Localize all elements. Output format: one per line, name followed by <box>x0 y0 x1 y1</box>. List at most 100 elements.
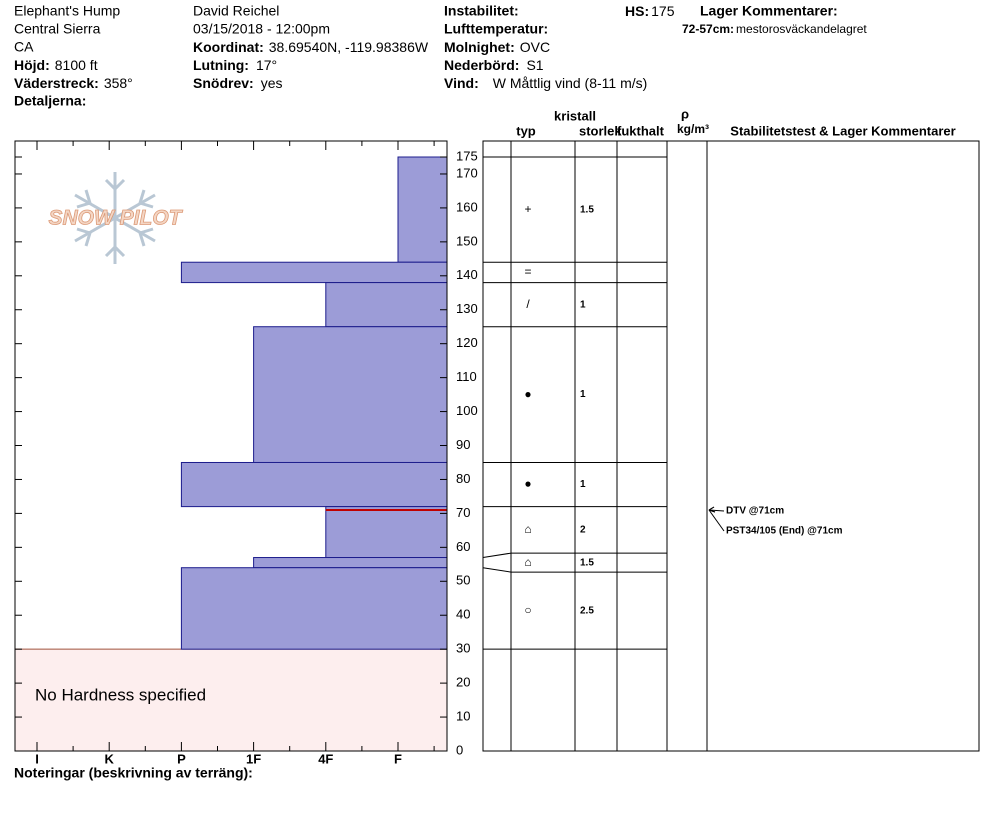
value: 175 <box>651 3 675 19</box>
sky: Molnighet: OVC <box>444 39 550 55</box>
grain-size: 1 <box>580 389 586 400</box>
size-header: storlek <box>579 123 622 138</box>
grain-type: ● <box>524 477 531 491</box>
hardness-bar <box>325 506 448 559</box>
coordinates: Koordinat: 38.69540N, -119.98386W <box>193 39 429 55</box>
value: yes <box>261 75 283 91</box>
wind: Vind: W Måttlig vind (8-11 m/s) <box>444 75 647 91</box>
precip: Nederbörd: S1 <box>444 57 544 73</box>
depth-tick-label: 120 <box>456 335 478 350</box>
crystal-header: kristall <box>554 108 596 123</box>
depth-tick-label: 50 <box>456 573 470 588</box>
test-label: PST34/105 (End) @71cm <box>726 526 843 537</box>
hardness-label: P <box>177 751 186 766</box>
depth-tick-label: 170 <box>456 165 478 180</box>
aspect: Väderstreck: 358° <box>14 75 133 91</box>
rho-header: ρ <box>681 106 689 121</box>
depth-tick-label: 60 <box>456 539 470 554</box>
wind-loading: Snödrev: yes <box>193 75 282 91</box>
layer-comments-title: Lager Kommentarer: <box>700 3 838 19</box>
location-range: Central Sierra <box>14 21 101 37</box>
location-name: Elephant's Hump <box>14 3 120 19</box>
depth-tick-label: 140 <box>456 267 478 282</box>
hardness-bar <box>397 156 448 263</box>
label: Höjd: <box>14 57 50 73</box>
depth-tick-label: 30 <box>456 641 470 656</box>
grain-size: 1 <box>580 299 586 310</box>
grain-size: 1 <box>580 479 586 490</box>
grain-size: 2.5 <box>580 605 594 616</box>
depth-tick-label: 100 <box>456 403 478 418</box>
grain-size: 1.5 <box>580 557 594 568</box>
test-arrow <box>708 509 725 512</box>
hardness-bar <box>180 461 448 508</box>
label: Snödrev: <box>193 75 254 91</box>
depth-tick-label: 20 <box>456 675 470 690</box>
notes-label: Noteringar (beskrivning av terräng): <box>14 765 253 781</box>
no-hardness-region <box>15 649 447 751</box>
hardness-bar <box>325 282 448 328</box>
location-state: CA <box>14 39 34 55</box>
logo <box>74 172 156 264</box>
label: Koordinat: <box>193 39 264 55</box>
range: 72-57cm: <box>682 22 734 36</box>
depth-tick-label: 80 <box>456 471 470 486</box>
type-header: typ <box>516 123 536 138</box>
depth-tick-label: 40 <box>456 607 470 622</box>
grain-type: ○ <box>524 603 531 617</box>
hardness-bar <box>253 557 448 569</box>
depth-tick-label: 130 <box>456 301 478 316</box>
depth-tick-label: 160 <box>456 199 478 214</box>
grain-type: ● <box>524 387 531 401</box>
label: Väderstreck: <box>14 75 99 91</box>
no-hardness-text: No Hardness specified <box>35 686 206 705</box>
grain-type: / <box>526 297 530 311</box>
grain-type: ⌂ <box>524 522 531 536</box>
layer-comment: 72-57cm: mestorosväckandelagret <box>682 22 867 36</box>
details-label: Detaljerna: <box>14 93 86 109</box>
header: Elephant's Hump Central Sierra CA Höjd: 8… <box>14 3 867 109</box>
layer-connector <box>482 567 512 573</box>
observer: David Reichel <box>193 3 279 19</box>
density-unit-header: kg/m³ <box>677 122 709 136</box>
depth-tick-label: 90 <box>456 437 470 452</box>
elevation: Höjd: 8100 ft <box>14 57 98 73</box>
hardness-label: I <box>35 751 39 766</box>
datetime: 03/15/2018 - 12:00pm <box>193 21 330 37</box>
label: Nederbörd: <box>444 57 519 73</box>
table-frame <box>482 140 980 752</box>
label: Lutning: <box>193 57 249 73</box>
flake-branches <box>76 178 154 258</box>
hardness-bar <box>180 567 448 650</box>
value: 358° <box>104 75 133 91</box>
label: HS: <box>625 3 649 19</box>
grain-type: ⌂ <box>524 555 531 569</box>
value: W Måttlig vind (8-11 m/s) <box>493 75 648 91</box>
depth-tick-label: 110 <box>456 369 477 384</box>
value: 17° <box>256 57 277 73</box>
depth-tick-label: 0 <box>456 742 463 757</box>
depth-tick-label: 150 <box>456 233 478 248</box>
depth-tick-label: 10 <box>456 708 470 723</box>
grain-size: 2 <box>580 525 586 536</box>
test-label: DTV @71cm <box>726 506 784 517</box>
moisture-header: fukthalt <box>617 123 665 138</box>
slope: Lutning: 17° <box>193 57 277 73</box>
hardness-label: 4F <box>318 751 333 766</box>
tests-header: Stabilitetstest & Lager Kommentarer <box>730 123 955 138</box>
depth-tick-label: 175 <box>456 148 478 163</box>
value: 8100 ft <box>55 57 98 73</box>
value: S1 <box>526 57 543 73</box>
logo-text: SNOW PILOT <box>49 207 184 230</box>
hs: HS: 175 <box>625 3 675 19</box>
test-arrowhead <box>708 506 716 513</box>
instability-label: Instabilitet: <box>444 3 519 19</box>
grain-size: 1.5 <box>580 204 594 215</box>
text: mestorosväckandelagret <box>736 22 867 36</box>
layer-connector <box>482 552 512 559</box>
hardness-bar <box>180 261 448 284</box>
hardness-label: K <box>105 751 115 766</box>
grain-type: = <box>524 265 531 279</box>
label: Vind: <box>444 75 479 91</box>
